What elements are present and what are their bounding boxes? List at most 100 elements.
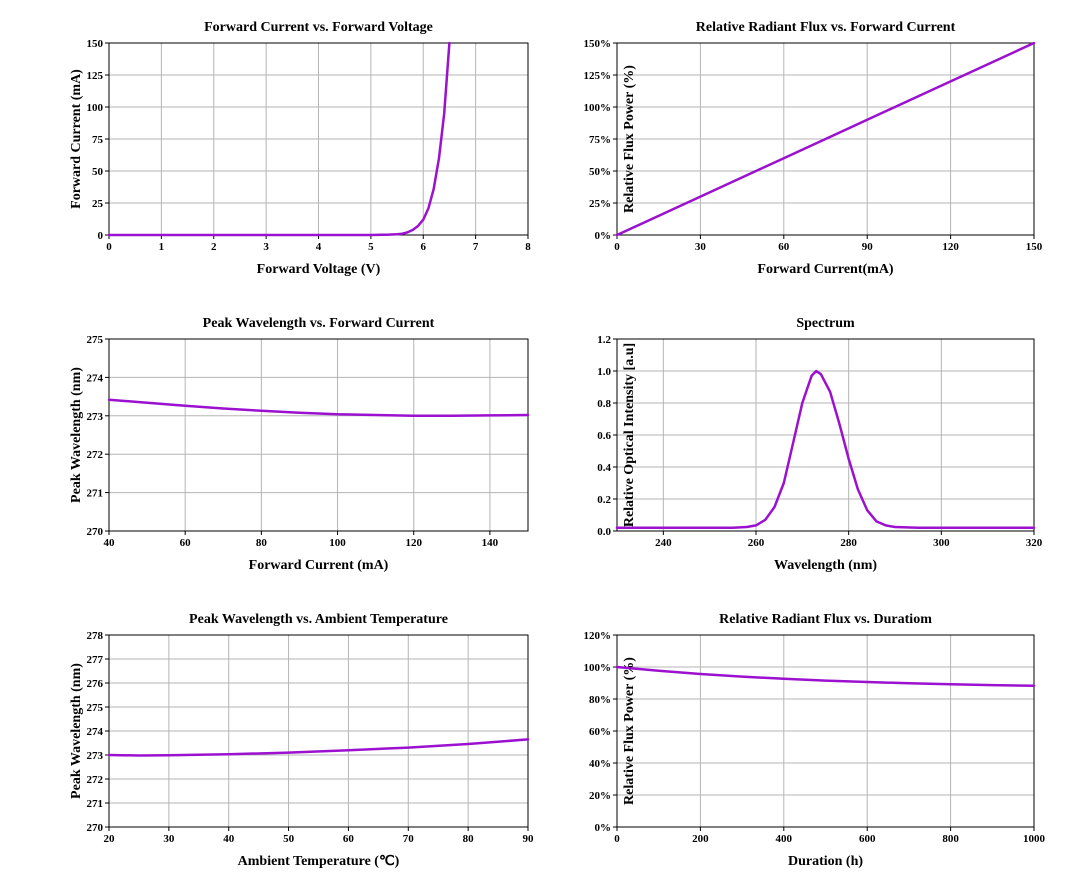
x-tick-label: 80: [463, 833, 475, 845]
x-tick-label: 4: [316, 241, 322, 253]
x-tick-label: 200: [692, 833, 709, 845]
y-tick-label: 274: [87, 372, 104, 384]
grid-lines: [109, 43, 528, 235]
x-tick-label: 0: [614, 241, 620, 253]
plot-frame: [108, 338, 529, 532]
y-tick-label: 0: [98, 230, 104, 242]
y-tick-label: 100%: [584, 662, 612, 674]
y-tick-label: 100: [87, 102, 104, 114]
y-tick-label: 0.2: [597, 494, 611, 506]
y-tick-label: 0%: [595, 230, 612, 242]
x-tick-label: 1: [159, 241, 165, 253]
series-line: [615, 665, 1036, 687]
x-tick-label: 120: [405, 537, 422, 549]
x-tick-label: 100: [329, 537, 346, 549]
chart-panel-spectrum: Spectrum Wavelength (nm) Relative Optica…: [597, 316, 1043, 573]
grid-lines: [109, 339, 528, 531]
y-tick-label: 273: [87, 411, 104, 423]
x-tick-label: 1000: [1023, 833, 1046, 845]
x-tick-label: 280: [840, 537, 857, 549]
grid-lines: [617, 635, 1034, 827]
x-tick-label: 40: [104, 537, 116, 549]
y-tick-label: 272: [87, 449, 104, 461]
y-tick-label: 270: [87, 822, 104, 834]
x-axis-label: Duration (h): [788, 854, 863, 869]
chart-title: Relative Radiant Flux vs. Duratiom: [719, 612, 932, 627]
x-axis-label: Forward Voltage (V): [257, 262, 381, 277]
series-line: [107, 398, 530, 418]
chart-panel-peak-wavelength-vs-current: Peak Wavelength vs. Forward Current Forw…: [69, 316, 530, 573]
x-axis-label: Forward Current(mA): [757, 262, 894, 277]
x-tick-label: 80: [256, 537, 268, 549]
y-tick-label: 1.0: [597, 366, 611, 378]
y-tick-label: 275: [87, 702, 104, 714]
series-line: [615, 369, 1036, 530]
y-tick-label: 25: [92, 198, 104, 210]
grid-lines: [617, 339, 1034, 531]
y-tick-label: 0.6: [597, 430, 611, 442]
y-tick-label: 271: [87, 798, 104, 810]
y-tick-label: 0.4: [597, 462, 611, 474]
x-tick-label: 2: [211, 241, 217, 253]
x-tick-label: 50: [283, 833, 295, 845]
x-tick-label: 60: [180, 537, 192, 549]
chart-title: Relative Radiant Flux vs. Forward Curren…: [696, 20, 956, 35]
y-tick-label: 75: [92, 134, 104, 146]
chart-panel-peak-wavelength-vs-temperature: Peak Wavelength vs. Ambient Temperature …: [69, 612, 534, 869]
x-tick-label: 240: [655, 537, 672, 549]
x-tick-label: 600: [859, 833, 876, 845]
x-tick-label: 0: [106, 241, 112, 253]
y-tick-label: 100%: [584, 102, 612, 114]
x-tick-label: 260: [748, 537, 765, 549]
y-tick-label: 276: [87, 678, 104, 690]
chart-title: Forward Current vs. Forward Voltage: [204, 20, 433, 35]
x-tick-label: 60: [343, 833, 355, 845]
x-axis-label: Wavelength (nm): [774, 558, 877, 573]
y-axis-label: Relative Optical Intensity [a.u]: [622, 343, 637, 527]
grid-lines: [109, 635, 528, 827]
y-tick-label: 274: [87, 726, 104, 738]
y-tick-label: 278: [87, 630, 104, 642]
x-tick-label: 70: [403, 833, 415, 845]
y-tick-label: 60%: [589, 726, 611, 738]
chart-panel-relative-flux-vs-duration: Relative Radiant Flux vs. Duratiom Durat…: [584, 612, 1046, 869]
series-line: [107, 41, 451, 237]
y-tick-label: 125: [87, 70, 104, 82]
y-tick-label: 125%: [584, 70, 612, 82]
y-tick-label: 80%: [589, 694, 611, 706]
x-tick-label: 0: [614, 833, 620, 845]
x-tick-label: 8: [525, 241, 531, 253]
y-tick-label: 0%: [595, 822, 612, 834]
chart-title: Peak Wavelength vs. Ambient Temperature: [189, 612, 448, 627]
x-tick-label: 6: [421, 241, 427, 253]
x-axis-label: Forward Current (mA): [249, 558, 389, 573]
x-tick-label: 30: [163, 833, 175, 845]
x-tick-label: 20: [104, 833, 116, 845]
chart-title: Peak Wavelength vs. Forward Current: [203, 316, 435, 331]
x-tick-label: 30: [695, 241, 707, 253]
x-tick-label: 40: [223, 833, 235, 845]
y-tick-label: 277: [87, 654, 104, 666]
x-tick-label: 150: [1026, 241, 1043, 253]
x-tick-label: 7: [473, 241, 479, 253]
x-tick-label: 90: [523, 833, 535, 845]
chart-title: Spectrum: [796, 316, 855, 331]
x-tick-label: 3: [263, 241, 269, 253]
x-tick-label: 90: [862, 241, 874, 253]
y-tick-label: 50%: [589, 166, 611, 178]
y-tick-label: 40%: [589, 758, 611, 770]
y-tick-label: 150: [87, 38, 104, 50]
y-tick-label: 273: [87, 750, 104, 762]
y-tick-label: 120%: [584, 630, 612, 642]
y-tick-label: 275: [87, 334, 104, 346]
y-axis-label: Relative Flux Power (%): [622, 65, 637, 213]
x-tick-label: 120: [942, 241, 959, 253]
y-tick-label: 0.8: [597, 398, 611, 410]
chart-panel-forward-current-vs-voltage: Forward Current vs. Forward Voltage Forw…: [69, 20, 531, 277]
x-tick-label: 400: [776, 833, 793, 845]
y-tick-label: 20%: [589, 790, 611, 802]
series-line: [107, 738, 530, 757]
y-tick-label: 270: [87, 526, 104, 538]
y-tick-label: 25%: [589, 198, 611, 210]
